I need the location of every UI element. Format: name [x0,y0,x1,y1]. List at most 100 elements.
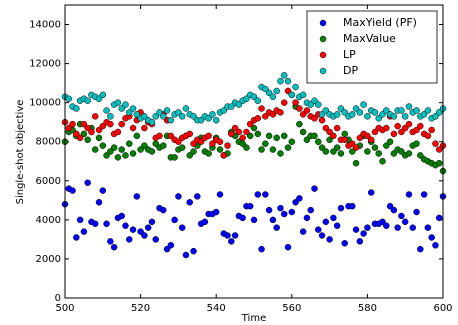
marker [175,193,182,200]
marker [148,148,156,155]
marker [424,224,432,231]
marker [284,144,292,151]
marker [95,95,103,103]
marker [341,136,348,144]
marker [435,146,443,153]
marker [141,142,148,149]
marker [379,111,386,118]
marker [126,236,133,243]
marker [383,124,390,132]
marker [84,179,91,187]
marker [262,85,269,93]
marker [296,195,303,202]
marker [390,206,398,214]
marker [280,99,288,106]
marker [262,191,269,198]
marker [133,132,141,140]
marker [171,154,178,161]
marker [129,150,137,157]
marker [326,128,333,136]
marker [288,208,296,216]
marker [69,187,76,194]
y-tick-label: 12000 [29,59,61,70]
marker [394,224,401,231]
marker [379,158,386,165]
marker [114,154,122,161]
marker [401,113,409,120]
x-tick-label: 540 [207,303,226,314]
marker [84,97,91,104]
marker [216,191,224,198]
marker [80,228,88,235]
marker [152,113,159,120]
marker [303,107,311,114]
marker [178,144,186,151]
legend-label: DP [343,64,358,77]
marker [103,220,110,228]
marker [386,138,394,145]
marker [386,202,394,210]
x-tick-label: 580 [358,303,377,314]
marker [144,224,152,231]
marker [352,144,360,151]
marker [175,138,182,145]
marker [417,152,424,159]
marker [273,224,280,231]
marker [231,124,239,132]
marker [99,91,107,99]
marker [133,193,141,200]
marker [186,199,193,206]
marker [262,113,269,120]
marker [337,204,345,212]
marker [220,107,228,114]
marker [277,204,284,212]
marker [417,245,424,253]
marker [265,132,273,140]
marker [337,150,345,157]
marker [99,122,107,130]
marker [178,113,186,120]
marker [220,152,228,159]
marker [303,136,311,144]
marker [341,130,348,138]
marker [243,95,250,103]
marker [186,130,193,138]
marker [296,120,303,128]
marker [349,140,356,147]
marker [352,226,360,233]
marker [311,185,318,192]
marker [246,120,254,128]
marker [107,113,114,120]
marker [129,226,137,233]
x-axis-label: Time [241,313,266,324]
marker [171,216,178,224]
legend-label: MaxValue [343,32,396,45]
legend-marker [319,35,327,43]
marker [122,222,129,229]
marker [288,138,296,145]
marker [148,118,156,126]
marker [258,105,265,112]
marker [73,234,80,241]
marker [364,113,371,120]
marker [122,152,129,159]
marker [318,232,326,239]
marker [349,148,356,155]
marker [205,115,212,122]
marker [299,91,307,99]
marker [424,132,432,140]
marker [107,148,114,155]
marker [141,113,148,120]
marker [349,111,356,118]
marker [273,134,280,142]
y-axis-label: Single-shot objective [15,100,26,205]
marker [129,124,137,132]
marker [424,107,432,114]
marker [292,99,299,106]
marker [364,224,371,231]
marker [367,136,375,144]
y-tick-label: 14000 [29,20,61,31]
marker [76,134,84,142]
marker [250,93,258,101]
marker [280,132,288,140]
